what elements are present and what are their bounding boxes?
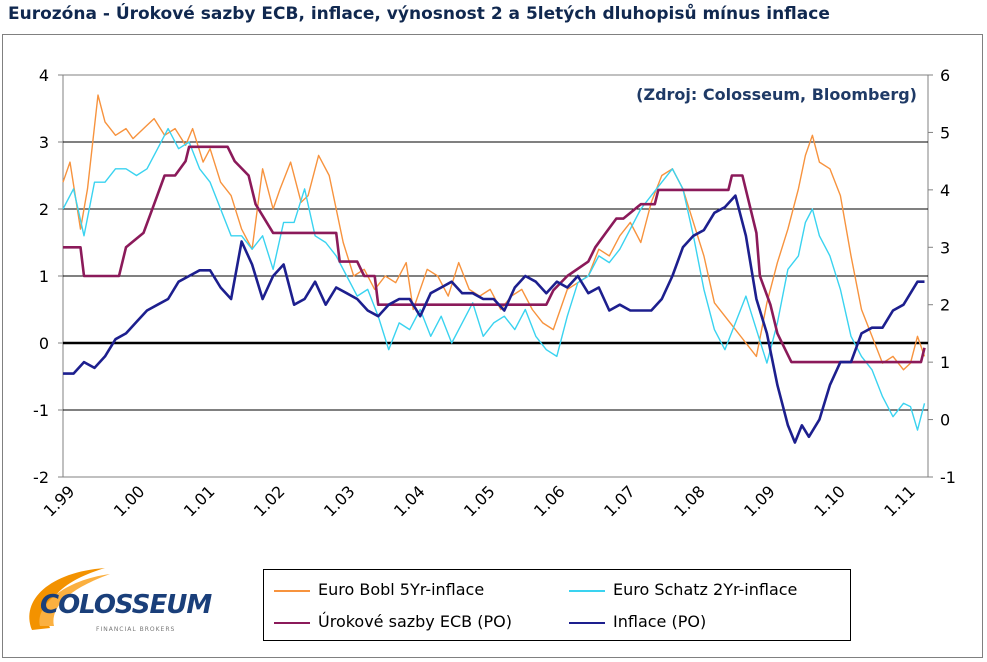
chart-frame — [2, 34, 983, 658]
y-left-tick-label: 4 — [39, 66, 49, 85]
series-line-0 — [62, 94, 926, 371]
x-tick-label: 1.02 — [250, 482, 289, 521]
legend: Euro Bobl 5Yr-inflace Euro Schatz 2Yr-in… — [263, 569, 851, 641]
x-tick-label: 1.09 — [740, 482, 779, 521]
legend-label-inflace: Inflace (PO) — [613, 612, 707, 631]
x-tick-label: 1.01 — [180, 482, 219, 521]
series-line-1 — [62, 127, 926, 431]
y-left-tick-label: 1 — [39, 267, 49, 286]
legend-swatch-inflace — [569, 622, 605, 624]
legend-swatch-ecb — [274, 622, 310, 624]
y-right-tick-label: 6 — [940, 66, 950, 85]
y-right-tick-label: -1 — [940, 468, 956, 487]
y-left-tick-label: 2 — [39, 200, 49, 219]
x-tick-label: 1.04 — [390, 482, 429, 521]
x-tick-label: 1.05 — [460, 482, 499, 521]
x-tick-label: 1.08 — [670, 482, 709, 521]
logo-text: COLOSSEUM — [40, 590, 212, 620]
legend-swatch-bobl — [274, 590, 310, 592]
legend-swatch-schatz — [569, 590, 605, 592]
x-tick-label: 1.11 — [880, 482, 919, 521]
y-left-tick-label: 0 — [39, 334, 49, 353]
y-right-tick-label: 5 — [940, 123, 950, 142]
x-tick-label: 1.07 — [600, 482, 639, 521]
legend-label-bobl: Euro Bobl 5Yr-inflace — [318, 580, 485, 599]
legend-label-schatz: Euro Schatz 2Yr-inflace — [613, 580, 798, 599]
y-left-tick-label: -2 — [33, 468, 49, 487]
x-tick-label: 1.03 — [320, 482, 359, 521]
x-tick-label: 1.99 — [40, 482, 79, 521]
source-note: (Zdroj: Colosseum, Bloomberg) — [636, 85, 917, 104]
chart-title: Eurozóna - Úrokové sazby ECB, inflace, v… — [8, 4, 830, 24]
colosseum-logo: COLOSSEUM FINANCIAL BROKERS — [10, 560, 225, 650]
y-right-tick-label: 2 — [940, 296, 950, 315]
y-right-tick-label: 3 — [940, 238, 950, 257]
y-left-tick-label: 3 — [39, 133, 49, 152]
y-right-tick-label: 1 — [940, 353, 950, 372]
logo-subtext: FINANCIAL BROKERS — [96, 626, 176, 633]
y-right-tick-label: 0 — [940, 411, 950, 430]
y-right-tick-label: 4 — [940, 181, 950, 200]
y-left-tick-label: -1 — [33, 401, 49, 420]
x-tick-label: 1.06 — [530, 482, 569, 521]
logo-swoosh-icon — [29, 568, 110, 630]
series-line-3 — [63, 194, 925, 444]
x-tick-label: 1.00 — [110, 482, 149, 521]
x-tick-label: 1.10 — [810, 482, 849, 521]
series-line-2 — [63, 145, 926, 364]
legend-label-ecb: Úrokové sazby ECB (PO) — [318, 612, 512, 631]
